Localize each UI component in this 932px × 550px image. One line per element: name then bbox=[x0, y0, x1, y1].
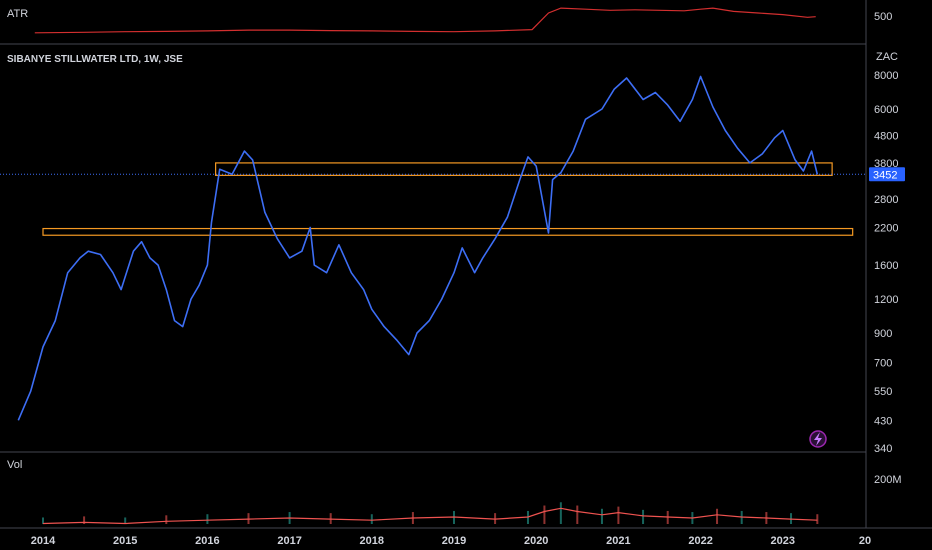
price-line bbox=[17, 75, 819, 421]
atr-tick-label: 500 bbox=[874, 11, 892, 23]
time-tick-label: 2017 bbox=[277, 535, 301, 547]
volume-bar bbox=[642, 509, 645, 524]
volume-bar bbox=[83, 516, 86, 524]
time-tick-label: 2020 bbox=[524, 535, 548, 547]
time-tick-label: 2014 bbox=[31, 535, 56, 547]
volume-ma-line bbox=[42, 507, 818, 525]
volume-bar bbox=[716, 508, 719, 524]
time-tick-label: 2023 bbox=[771, 535, 795, 547]
atr-line bbox=[34, 7, 816, 34]
last-price-badge: 3452 bbox=[869, 167, 905, 182]
time-tick-label: 2015 bbox=[113, 535, 137, 547]
lightning-icon[interactable] bbox=[809, 430, 827, 448]
price-tick-label: 340 bbox=[874, 443, 892, 455]
volume-bar bbox=[370, 514, 373, 524]
volume-bar bbox=[559, 502, 562, 524]
price-axis-ticks: 8000 6000 4800 3800 2800 2200 1600 1200 900 700 55… bbox=[874, 70, 898, 455]
price-tick-label: 8000 bbox=[874, 70, 898, 82]
time-axis[interactable]: 2014 2015 2016 2017 2018 2019 2020 2021 2022 2023… bbox=[31, 535, 871, 547]
volume-bar bbox=[42, 517, 44, 524]
time-tick-label: 20 bbox=[859, 535, 871, 547]
time-tick-label: 2019 bbox=[442, 535, 466, 547]
volume-title: Vol bbox=[7, 459, 22, 471]
support-resistance-zones[interactable] bbox=[42, 162, 854, 236]
volume-bar bbox=[617, 506, 620, 524]
price-panel[interactable]: SIBANYE STILLWATER LTD, 1W, JSE ZAC 8000… bbox=[0, 51, 905, 455]
time-tick-label: 2018 bbox=[360, 535, 384, 547]
volume-bar bbox=[600, 508, 603, 524]
atr-panel[interactable]: ATR 500 bbox=[7, 7, 892, 34]
volume-bar bbox=[165, 515, 168, 524]
price-tick-label: 430 bbox=[874, 415, 892, 427]
price-tick-label: 900 bbox=[874, 328, 892, 340]
volume-bar bbox=[576, 505, 579, 524]
volume-tick-label: 200M bbox=[874, 474, 902, 486]
atr-title: ATR bbox=[7, 8, 28, 20]
time-tick-label: 2022 bbox=[688, 535, 712, 547]
price-tick-label: 700 bbox=[874, 358, 892, 370]
volume-bars bbox=[42, 502, 819, 524]
volume-bar bbox=[816, 514, 819, 524]
price-tick-label: 2200 bbox=[874, 222, 898, 234]
price-tick-label: 2800 bbox=[874, 194, 898, 206]
volume-bar bbox=[206, 514, 209, 524]
last-price-label: 3452 bbox=[873, 169, 897, 181]
price-zone bbox=[42, 227, 854, 236]
price-tick-label: 3800 bbox=[874, 158, 898, 170]
volume-panel[interactable]: Vol 200M bbox=[7, 459, 902, 525]
volume-bar bbox=[124, 517, 127, 524]
price-zone bbox=[215, 162, 833, 176]
symbol-title: SIBANYE STILLWATER LTD, 1W, JSE bbox=[7, 54, 183, 65]
volume-bar bbox=[543, 505, 546, 524]
price-tick-label: 1600 bbox=[874, 260, 898, 272]
currency-label: ZAC bbox=[876, 51, 898, 63]
time-tick-label: 2016 bbox=[195, 535, 219, 547]
price-tick-label: 4800 bbox=[874, 130, 898, 142]
price-tick-label: 6000 bbox=[874, 104, 898, 116]
price-tick-label: 550 bbox=[874, 386, 892, 398]
time-tick-label: 2021 bbox=[606, 535, 630, 547]
price-tick-label: 1200 bbox=[874, 294, 898, 306]
